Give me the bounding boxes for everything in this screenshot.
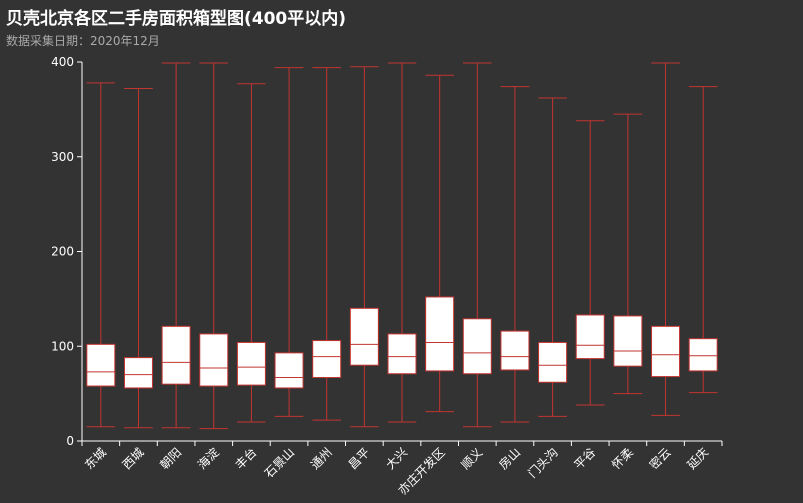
y-tick-label: 0 — [66, 434, 74, 448]
box-平谷[interactable] — [575, 314, 605, 360]
box-朝阳[interactable] — [161, 325, 191, 385]
x-tick-label: 西城 — [120, 445, 147, 472]
x-tick-label: 平谷 — [571, 445, 598, 472]
box-海淀[interactable] — [199, 333, 229, 387]
x-tick-label: 大兴 — [383, 445, 410, 472]
chart-title: 贝壳北京各区二手房面积箱型图(400平以内) — [6, 9, 347, 29]
y-tick-label: 400 — [51, 55, 74, 69]
y-tick-label: 300 — [51, 150, 74, 164]
x-tick-label: 海淀 — [194, 445, 222, 473]
x-tick-label: 东城 — [82, 445, 109, 472]
box-西城[interactable] — [123, 357, 153, 389]
x-tick-label: 石景山 — [262, 445, 297, 480]
y-tick-label: 200 — [51, 245, 74, 259]
x-tick-label: 丰台 — [232, 445, 260, 473]
x-tick-label: 延庆 — [684, 445, 711, 472]
box-延庆[interactable] — [688, 338, 718, 372]
box-顺义[interactable] — [462, 318, 492, 375]
box-石景山[interactable] — [274, 352, 304, 389]
chart-subtitle: 数据采集日期：2020年12月 — [6, 34, 160, 48]
x-tick-label: 门头沟 — [525, 445, 561, 481]
box-亦庄开发区[interactable] — [425, 296, 455, 372]
x-tick-label: 密云 — [646, 445, 674, 473]
box-大兴[interactable] — [387, 333, 417, 375]
x-tick-label: 通州 — [308, 445, 335, 472]
x-tick-label: 朝阳 — [157, 445, 184, 472]
box-门头沟[interactable] — [538, 341, 568, 383]
box-密云[interactable] — [651, 325, 681, 378]
box-东城[interactable] — [86, 343, 116, 387]
box-怀柔[interactable] — [613, 315, 643, 367]
x-tick-label: 房山 — [495, 445, 523, 473]
x-tick-label: 昌平 — [346, 445, 373, 472]
box-房山[interactable] — [500, 330, 530, 371]
box-丰台[interactable] — [236, 341, 266, 386]
box-通州[interactable] — [312, 340, 342, 379]
x-tick-label: 顺义 — [459, 445, 486, 472]
box-昌平[interactable] — [349, 307, 379, 366]
x-tick-label: 怀柔 — [609, 445, 636, 472]
y-tick-label: 100 — [51, 339, 74, 353]
